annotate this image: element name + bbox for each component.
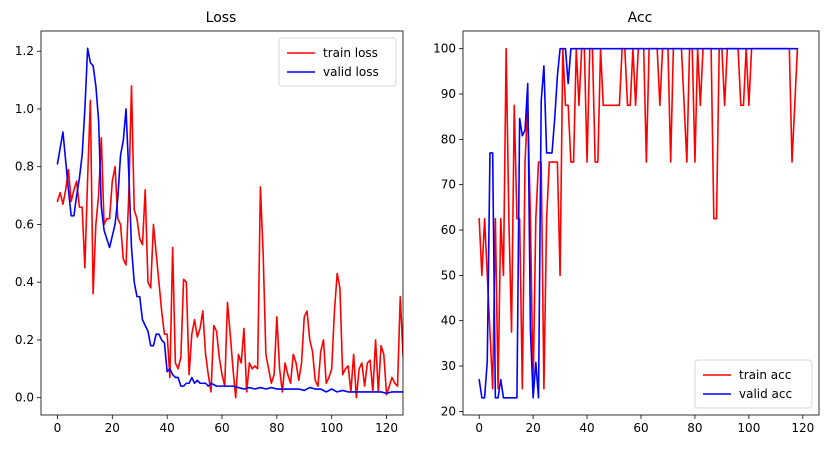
- x-tick-label: 40: [160, 421, 175, 435]
- x-tick-label: 100: [320, 421, 343, 435]
- y-tick-label: 0.6: [15, 217, 34, 231]
- x-tick-label: 40: [579, 421, 594, 435]
- x-tick-label: 120: [791, 421, 814, 435]
- y-tick-label: 1.0: [15, 102, 34, 116]
- y-tick-label: 50: [441, 268, 456, 282]
- y-tick-label: 0.2: [15, 333, 34, 347]
- y-tick-label: 0.0: [15, 391, 34, 405]
- legend-label: train acc: [739, 368, 791, 382]
- axes-frame: [462, 30, 820, 416]
- x-tick-label: 60: [633, 421, 648, 435]
- x-tick-label: 0: [475, 421, 483, 435]
- series-line-train-loss: [56, 85, 403, 399]
- y-tick-label: 40: [441, 314, 456, 328]
- legend: train acc valid acc: [694, 359, 813, 409]
- y-tick-label: 60: [441, 223, 456, 237]
- y-tick-label: 80: [441, 132, 456, 146]
- y-tick-label: 70: [441, 178, 456, 192]
- loss-chart-title: Loss: [206, 10, 237, 26]
- acc-chart-title: Acc: [628, 10, 653, 26]
- legend-label: valid acc: [739, 387, 792, 401]
- x-tick-label: 20: [105, 421, 120, 435]
- x-tick-label: 100: [737, 421, 760, 435]
- y-tick-label: 20: [441, 404, 456, 418]
- series-line-valid-loss: [56, 47, 403, 395]
- y-tick-label: 30: [441, 359, 456, 373]
- x-tick-label: 20: [525, 421, 540, 435]
- loss-chart: Loss 0 20 40 60 80 100 120 0.0 0.2 0.4 0.6 0.8 1.0 1.…: [15, 10, 404, 435]
- x-tick-label: 120: [375, 421, 398, 435]
- legend: train loss valid loss: [278, 37, 397, 87]
- x-tick-label: 80: [269, 421, 284, 435]
- x-tick-label: 60: [214, 421, 229, 435]
- y-tick-label: 0.4: [15, 275, 34, 289]
- y-tick-label: 90: [441, 87, 456, 101]
- legend-label: train loss: [323, 46, 378, 60]
- y-tick-label: 1.2: [15, 44, 34, 58]
- x-tick-label: 0: [54, 421, 62, 435]
- acc-chart: Acc 0 20 40 60 80 100 120 20 30 40 50 60 70 80 90 100 tr…: [433, 10, 820, 435]
- x-tick-label: 80: [687, 421, 702, 435]
- legend-label: valid loss: [323, 65, 379, 79]
- series-line-valid-acc: [478, 47, 799, 399]
- y-tick-label: 100: [433, 42, 456, 56]
- y-tick-label: 0.8: [15, 160, 34, 174]
